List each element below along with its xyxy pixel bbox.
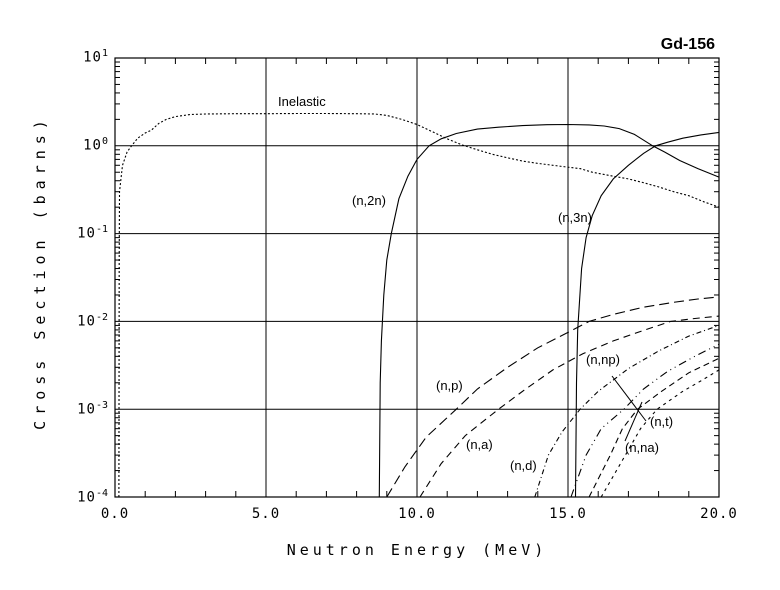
y-tick-label-1e0: 100 bbox=[83, 136, 108, 154]
y-tick-label-1e-2: 10-2 bbox=[77, 312, 108, 330]
curve-label-np: (n,p) bbox=[436, 378, 463, 393]
series-path-nnp bbox=[570, 343, 720, 498]
x-tick-label-20: 20.0 bbox=[700, 506, 738, 522]
plot-border bbox=[114, 57, 720, 498]
curve-label-nna: (n,na) bbox=[625, 440, 659, 455]
curve-label-inelastic: Inelastic bbox=[278, 94, 326, 109]
y-tick-label-1e-4: 10-4 bbox=[77, 488, 108, 506]
series-path-np bbox=[386, 296, 720, 498]
curve-label-n2n: (n,2n) bbox=[352, 193, 386, 208]
x-tick-label-15: 15.0 bbox=[549, 506, 587, 522]
chart-title: Gd-156 bbox=[660, 36, 715, 53]
curve-label-nnp: (n,np) bbox=[586, 352, 620, 367]
series-path-Inelastic bbox=[118, 112, 720, 498]
series-path-nd bbox=[534, 324, 720, 498]
x-axis-title: Neutron Energy (MeV) bbox=[286, 541, 548, 559]
series-path-n2n bbox=[378, 123, 720, 498]
y-axis-title: Cross Section (barns) bbox=[31, 114, 49, 430]
y-tick-label-1e-1: 10-1 bbox=[77, 224, 108, 242]
y-tick-label-1e1: 101 bbox=[83, 48, 108, 66]
label-leader-line bbox=[624, 401, 643, 442]
curve-label-n3n: (n,3n) bbox=[558, 210, 592, 225]
x-tick-label-0: 0.0 bbox=[100, 506, 130, 522]
x-tick-label-5: 5.0 bbox=[251, 506, 281, 522]
curve-label-nt: (n,t) bbox=[650, 414, 674, 429]
series-path-na bbox=[419, 315, 720, 498]
curve-label-na: (n,a) bbox=[466, 437, 493, 452]
curve-label-nd: (n,d) bbox=[510, 458, 537, 473]
series-path-n3n bbox=[574, 131, 720, 498]
y-tick-label-1e-3: 10-3 bbox=[77, 400, 108, 418]
x-tick-label-10: 10.0 bbox=[398, 506, 436, 522]
series-path-nna bbox=[600, 369, 720, 498]
label-leader-line bbox=[611, 375, 647, 422]
